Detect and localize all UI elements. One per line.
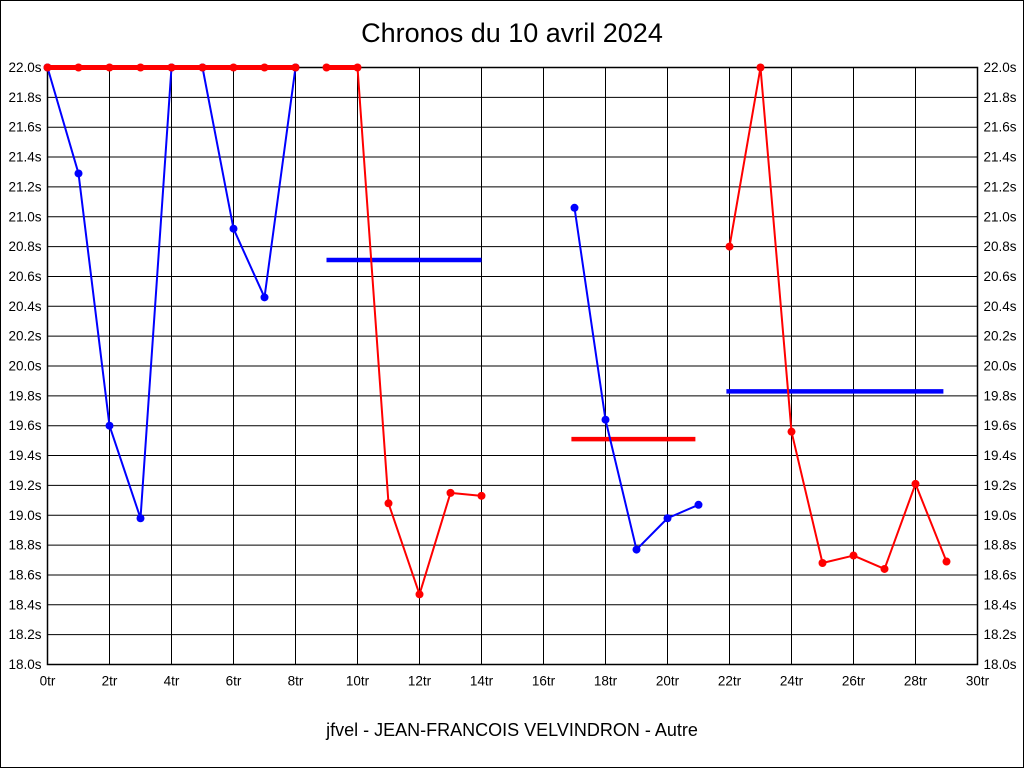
red-stint-laps-22-29-point: [880, 564, 889, 573]
x-axis-tick-label: 8tr: [288, 674, 304, 689]
y-axis-tick-label-right: 18.0s: [984, 657, 1017, 672]
red-stint-laps-9-14-point: [415, 590, 424, 599]
red-stint-laps-0-8-capped-at-22s-point: [198, 63, 207, 72]
x-axis-tick-label: 20tr: [656, 674, 680, 689]
y-axis-tick-label-right: 20.6s: [984, 269, 1017, 284]
y-axis-tick-label-left: 21.8s: [8, 90, 41, 105]
red-stint-laps-9-14-point: [446, 488, 455, 497]
x-axis-tick-label: 18tr: [594, 674, 618, 689]
y-axis-tick-label-left: 21.0s: [8, 209, 41, 224]
y-axis-tick-label-left: 19.4s: [8, 448, 41, 463]
y-axis-tick-label-left: 18.6s: [8, 567, 41, 582]
y-axis-tick-label-left: 19.2s: [8, 478, 41, 493]
y-axis-tick-label-right: 20.8s: [984, 239, 1017, 254]
blue-stint-laps-17-21-point: [632, 545, 641, 554]
y-axis-tick-label-right: 21.6s: [984, 120, 1017, 135]
chart-footer: jfvel - JEAN-FRANCOIS VELVINDRON - Autre: [326, 720, 698, 740]
red-stint-laps-22-29-point: [911, 479, 920, 488]
red-stint-laps-22-29-point: [787, 427, 796, 436]
y-axis-tick-label-left: 18.4s: [8, 597, 41, 612]
x-axis-tick-label: 30tr: [966, 674, 990, 689]
y-axis-tick-label-left: 20.2s: [8, 329, 41, 344]
y-axis-tick-label-left: 19.8s: [8, 388, 41, 403]
y-axis-tick-label-right: 19.8s: [984, 388, 1017, 403]
blue-stint-laps-0-8-point: [105, 421, 114, 430]
red-stint-laps-22-29-point: [849, 551, 858, 560]
red-stint-laps-22-29-point: [725, 242, 734, 251]
blue-stint-laps-0-8-point: [136, 514, 145, 523]
chart-title: Chronos du 10 avril 2024: [361, 18, 663, 48]
blue-stint-laps-17-21-point: [601, 415, 610, 424]
x-axis-tick-label: 22tr: [718, 674, 742, 689]
blue-stint-laps-0-8-point: [260, 293, 269, 302]
red-stint-laps-22-29-point: [756, 63, 765, 72]
y-axis-tick-label-right: 21.4s: [984, 150, 1017, 165]
blue-stint-laps-0-8-point: [229, 224, 238, 233]
y-axis-tick-label-right: 20.2s: [984, 329, 1017, 344]
x-axis-tick-label: 24tr: [780, 674, 804, 689]
y-axis-tick-label-left: 18.0s: [8, 657, 41, 672]
y-axis-tick-label-right: 20.0s: [984, 359, 1017, 374]
y-axis-tick-label-left: 22.0s: [8, 60, 41, 75]
red-stint-laps-0-8-capped-at-22s-point: [136, 63, 145, 72]
blue-stint-laps-17-21-point: [570, 203, 579, 212]
y-axis-tick-label-left: 18.8s: [8, 538, 41, 553]
y-axis-tick-label-right: 19.2s: [984, 478, 1017, 493]
red-stint-laps-22-29-point: [818, 559, 827, 568]
red-stint-laps-9-14-point: [477, 491, 486, 500]
y-axis-tick-label-left: 20.8s: [8, 239, 41, 254]
red-stint-laps-0-8-capped-at-22s-point: [260, 63, 269, 72]
y-axis-tick-label-right: 21.0s: [984, 209, 1017, 224]
y-axis-tick-label-left: 19.6s: [8, 418, 41, 433]
y-axis-tick-label-left: 18.2s: [8, 627, 41, 642]
blue-stint-laps-17-21-point: [663, 514, 672, 523]
blue-stint-laps-0-8-point: [74, 169, 83, 178]
x-axis-tick-label: 10tr: [346, 674, 370, 689]
red-stint-laps-9-14-point: [353, 63, 362, 72]
y-axis-tick-label-left: 20.4s: [8, 299, 41, 314]
red-stint-laps-0-8-capped-at-22s-point: [74, 63, 83, 72]
y-axis-tick-label-left: 19.0s: [8, 508, 41, 523]
red-stint-laps-0-8-capped-at-22s-point: [105, 63, 114, 72]
plot-border: [46, 66, 979, 666]
y-axis-tick-label-right: 21.2s: [984, 179, 1017, 194]
x-axis-tick-label: 12tr: [408, 674, 432, 689]
red-stint-laps-0-8-capped-at-22s-point: [229, 63, 238, 72]
x-axis-tick-label: 14tr: [470, 674, 494, 689]
y-axis-tick-label-right: 18.6s: [984, 567, 1017, 582]
y-axis-tick-label-left: 21.4s: [8, 150, 41, 165]
y-axis-tick-label-left: 20.0s: [8, 359, 41, 374]
x-axis-tick-label: 2tr: [102, 674, 118, 689]
red-stint-laps-9-14-point: [322, 63, 331, 72]
y-axis-tick-label-right: 21.8s: [984, 90, 1017, 105]
x-axis-tick-label: 16tr: [532, 674, 556, 689]
y-axis-tick-label-right: 19.0s: [984, 508, 1017, 523]
y-axis-tick-label-left: 20.6s: [8, 269, 41, 284]
y-axis-tick-label-left: 21.2s: [8, 179, 41, 194]
red-stint-laps-22-29-point: [942, 557, 951, 566]
red-stint-laps-9-14-line: [326, 66, 482, 596]
blue-stint-laps-17-21-point: [694, 500, 703, 509]
y-axis-tick-label-right: 22.0s: [984, 60, 1017, 75]
x-axis-tick-label: 28tr: [904, 674, 928, 689]
x-axis-tick-label: 6tr: [226, 674, 242, 689]
x-axis-tick-label: 4tr: [164, 674, 180, 689]
y-axis-tick-label-right: 18.8s: [984, 538, 1017, 553]
y-axis-tick-label-right: 18.2s: [984, 627, 1017, 642]
y-axis-tick-label-left: 21.6s: [8, 120, 41, 135]
x-axis-tick-label: 0tr: [40, 674, 56, 689]
y-axis-tick-label-right: 19.4s: [984, 448, 1017, 463]
red-stint-laps-9-14-point: [384, 499, 393, 508]
red-stint-laps-0-8-capped-at-22s-point: [43, 63, 52, 72]
y-axis-tick-label-right: 19.6s: [984, 418, 1017, 433]
y-axis-tick-label-right: 20.4s: [984, 299, 1017, 314]
red-stint-laps-0-8-capped-at-22s-point: [291, 63, 300, 72]
red-stint-laps-22-29-line: [728, 66, 948, 570]
y-axis-tick-label-right: 18.4s: [984, 597, 1017, 612]
red-stint-laps-0-8-capped-at-22s-point: [167, 63, 176, 72]
x-axis-tick-label: 26tr: [842, 674, 866, 689]
